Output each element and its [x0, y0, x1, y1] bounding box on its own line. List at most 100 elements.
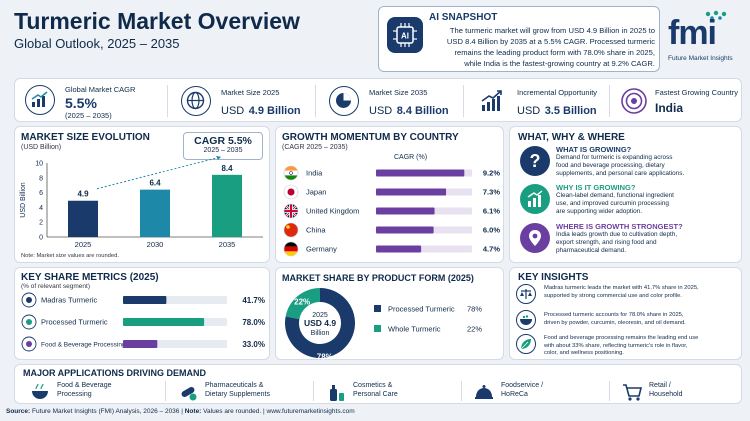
- country-cagr-chart: India 9.2% Japan 7.3% United Kingdom 6.1% Chin…: [283, 165, 500, 257]
- bottle-icon: [325, 381, 347, 403]
- momentum-title: GROWTH MOMENTUM BY COUNTRY: [282, 132, 459, 143]
- application-item-cosmetics: Cosmetics & Personal Care: [317, 379, 457, 405]
- snapshot-line-4: while India is the fastest-growing count…: [464, 59, 655, 68]
- why-item-2-line-1: Clean-label demand, functional ingredien…: [556, 192, 674, 199]
- logo-text: fmi: [668, 14, 717, 52]
- kpi-cagr-sub: (2025 – 2035): [65, 111, 112, 120]
- insight-2-line-2: driven by powder, curcumin, oleoresin, a…: [544, 319, 686, 326]
- kpi-size-2025-label: Market Size 2025: [221, 88, 280, 97]
- bar-value-label: 33.0%: [242, 340, 265, 349]
- share-metrics-chart: Madras Turmeric 41.7% Processed Turmeric 78…: [21, 292, 265, 352]
- footer-source-text: Future Market Insights (FMI) Analysis, 2…: [32, 408, 183, 415]
- page-title: Turmeric Market Overview: [14, 8, 300, 34]
- application-retail-line-2: Household: [649, 391, 683, 398]
- bar-2035: [212, 174, 242, 237]
- kpi-size-2025-value: 4.9 Billion: [248, 105, 301, 117]
- x-tick-label: 2035: [219, 240, 236, 249]
- market-size-bar-chart: 0 2 4 6 8 10 USD Billion 4.9 2025 6.4 2030 8.4 2035: [20, 155, 263, 249]
- kpi-incremental: Incremental Opportunity USD 3.5 Billion: [467, 79, 607, 123]
- trend-up-icon: [477, 86, 507, 116]
- insight-3-line-3: color, and wellness positioning.: [544, 350, 624, 356]
- applications-title: MAJOR APPLICATIONS DRIVING DEMAND: [23, 368, 207, 378]
- growth-chart-icon: [25, 85, 55, 115]
- key-share-metrics-panel: KEY SHARE METRICS (2025) (% of relevant …: [14, 267, 270, 360]
- cagr-callout-period: 2025 – 2035: [203, 147, 243, 154]
- kpi-cagr-value: 5.5%: [65, 95, 97, 111]
- legend-value: 78%: [467, 305, 482, 314]
- x-tick-label: 2030: [147, 240, 164, 249]
- kpi-size-2025: Market Size 2025 USD 4.9 Billion: [171, 79, 311, 123]
- rising-chart-icon: [520, 184, 550, 214]
- flag-stripe: [284, 246, 298, 252]
- y-tick-label: 2: [39, 220, 43, 227]
- kpi-size-2035: Market Size 2035 USD 8.4 Billion: [319, 79, 459, 123]
- why-item-3-heading: WHERE IS GROWTH STRONGEST?: [556, 222, 683, 231]
- snapshot-line-2: USD 8.4 Billion by 2035 at a 5.5% CAGR. …: [446, 37, 655, 46]
- slice-label: 78%: [317, 353, 333, 360]
- food-icon-dot: [26, 341, 32, 347]
- y-tick-label: 8: [39, 175, 43, 182]
- madras-icon-dot: [26, 297, 32, 303]
- what-why-where-panel: WHAT, WHY & WHERE ? WHAT IS GROWING? Dem…: [509, 126, 742, 263]
- bar-China: [376, 226, 434, 234]
- bar-2025: [68, 200, 98, 237]
- kpi-divider: [167, 85, 168, 117]
- svg-text:AI: AI: [401, 32, 409, 41]
- app-divider: [165, 381, 166, 401]
- slice-label: 22%: [294, 297, 310, 306]
- why-item-3-line-1: India leads growth due to cultivation de…: [556, 231, 678, 238]
- evolution-unit: (USD Billion): [21, 144, 62, 151]
- snapshot-title: AI SNAPSHOT: [429, 12, 498, 23]
- footer-note-text: Values are rounded. | www.futuremarketin…: [203, 408, 355, 415]
- slice-Processed Turmeric: [285, 288, 355, 358]
- cagr-callout-label: CAGR 5.5%: [194, 135, 252, 147]
- flag-stripe: [284, 242, 298, 247]
- metric-label: Food & Beverage Processing: [41, 342, 126, 349]
- kpi-divider: [315, 85, 316, 117]
- ai-snapshot-panel: AI AI SNAPSHOT The turmeric market will …: [378, 6, 660, 72]
- bar-value-label: 4.7%: [483, 245, 500, 254]
- flag-ring: [283, 184, 299, 200]
- insight-2: Processed turmeric accounts for 78.0% sh…: [544, 312, 740, 327]
- country-label: India: [306, 169, 323, 178]
- bar-Processed Turmeric: [123, 318, 205, 326]
- app-divider: [609, 381, 610, 401]
- bar-value-label: 6.4: [149, 179, 161, 188]
- page-subtitle: Global Outlook, 2025 – 2035: [14, 36, 180, 51]
- bar-Japan: [376, 188, 447, 196]
- applications-row: Food & Beverage Processing Pharmaceutica…: [15, 379, 743, 405]
- kpi-cagr-label: Global Market CAGR: [65, 85, 136, 94]
- flag-ring: [283, 222, 299, 238]
- cloche-icon: [473, 381, 495, 403]
- footer-source-label: Source:: [6, 408, 31, 415]
- trend-arrow-head: [216, 155, 221, 160]
- flag-ring: [283, 241, 299, 257]
- bowl-icon: [516, 310, 536, 330]
- logo-caption: Future Market Insights: [668, 55, 733, 62]
- kpi-size-2025-prefix: USD: [221, 105, 245, 117]
- why-item-1-heading: WHAT IS GROWING?: [556, 145, 632, 154]
- legend-swatch: [374, 305, 381, 312]
- application-item-food: Food & Beverage Processing: [21, 379, 161, 405]
- kpi-incremental-value: 3.5 Billion: [544, 105, 597, 117]
- legend-value: 22%: [467, 325, 482, 334]
- y-tick-label: 0: [39, 235, 43, 242]
- insight-1: Madras turmeric leads the market with 41…: [544, 285, 740, 300]
- why-item-2-line-3: are supporting wider adoption.: [556, 208, 642, 215]
- y-tick-label: 4: [39, 205, 43, 212]
- leaf-icon: [516, 334, 536, 354]
- flag-cross-red: [284, 204, 298, 218]
- bar-value-label: 4.9: [77, 190, 89, 199]
- flag-content: [284, 242, 298, 256]
- bar-Food & Beverage Processing: [123, 340, 158, 348]
- market-size-evolution-panel: MARKET SIZE EVOLUTION (USD Billion) CAGR…: [14, 126, 270, 263]
- kpi-size-2035-value-wrap: USD 8.4 Billion: [369, 101, 449, 119]
- flag-ring: [283, 203, 299, 219]
- bar-Germany: [376, 245, 422, 253]
- bar-value-label: 6.1%: [483, 207, 500, 216]
- footer: Source: Future Market Insights (FMI) Ana…: [6, 408, 746, 420]
- y-axis-label: USD Billion: [20, 182, 27, 218]
- metric-label: Madras Turmeric: [41, 296, 98, 305]
- flag-content: [284, 166, 298, 180]
- kpi-fastest-value: India: [655, 101, 684, 115]
